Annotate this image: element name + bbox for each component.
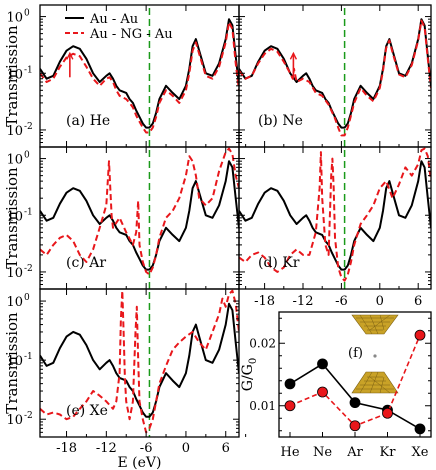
series-au-au-a bbox=[40, 18, 239, 129]
y-tick-label-c: 10 bbox=[6, 209, 23, 224]
series-au-au-b bbox=[239, 18, 431, 129]
x-tick-label-d: -18 bbox=[254, 294, 275, 309]
legend-label-au-au: Au - Au bbox=[89, 12, 138, 27]
series-au-au-e bbox=[40, 302, 239, 418]
panel-b: (b) Ne bbox=[238, 4, 432, 148]
y-tick-label-e: 10 bbox=[6, 295, 23, 310]
series-au-ng-au-a bbox=[40, 21, 239, 134]
series-au-ng-au-c bbox=[40, 147, 239, 276]
panel-label-f: (f) bbox=[348, 346, 363, 361]
legend-label-au-ng-au: Au - NG - Au bbox=[89, 27, 173, 42]
conductance-y-axis-label: G/G0 bbox=[240, 358, 259, 391]
conductance-y-tick-label: 0.02 bbox=[249, 336, 276, 350]
conductance-point-0 bbox=[317, 358, 328, 370]
series-au-ng-au-e bbox=[40, 289, 239, 434]
y-tick-label-a: 10 bbox=[6, 11, 23, 26]
y-tick-label-c: 10 bbox=[6, 266, 23, 281]
x-tick-label-d: -12 bbox=[293, 294, 314, 309]
conductance-point-0 bbox=[349, 397, 361, 409]
conductance-x-tick-label: Kr bbox=[380, 445, 397, 460]
x-tick-label: 6 bbox=[222, 441, 230, 456]
panel-c-curves bbox=[40, 147, 239, 276]
y-tick-exponent-e: 0 bbox=[24, 293, 30, 303]
conductance-line-0 bbox=[289, 362, 421, 430]
x-tick-label-d: 6 bbox=[414, 294, 422, 309]
conductance-y-axis-label-sub: 0 bbox=[248, 358, 259, 364]
conductance-point-1 bbox=[382, 407, 393, 419]
series-au-ng-au-d bbox=[239, 147, 431, 282]
conductance-point-1 bbox=[317, 386, 328, 398]
y-tick-exponent-a: -1 bbox=[24, 65, 33, 75]
x-tick-label: -12 bbox=[96, 441, 117, 456]
y-tick-exponent-e: -2 bbox=[24, 411, 33, 421]
panel-e-curves bbox=[40, 289, 239, 434]
conductance-x-tick-label: Ne bbox=[313, 445, 332, 460]
conductance-frame bbox=[278, 311, 432, 438]
y-tick-exponent-a: 0 bbox=[24, 9, 30, 19]
y-tick-exponent-c: -1 bbox=[24, 207, 33, 217]
conductance-y-tick-label: 0.01 bbox=[249, 399, 276, 413]
y-tick-exponent-c: -2 bbox=[24, 264, 33, 274]
panel-label-c: (c) Ar bbox=[66, 255, 106, 271]
y-tick-label-a: 10 bbox=[6, 124, 23, 139]
panel-c: 10-210-110 0(c) Ar bbox=[6, 146, 247, 290]
conductance-x-tick-label: He bbox=[280, 445, 299, 460]
panel-label-e: (e) Xe bbox=[66, 403, 108, 419]
legend: Au - Au Au - NG - Au bbox=[65, 12, 173, 42]
x-tick-label: 0 bbox=[182, 441, 190, 456]
conductance-point-1 bbox=[284, 400, 296, 412]
y-tick-label-e: 10 bbox=[6, 354, 23, 369]
conductance-x-tick-label: Ar bbox=[346, 445, 363, 460]
panel-label-d: (d) Kr bbox=[258, 255, 300, 271]
conductance-x-tick-label: Xe bbox=[412, 445, 429, 460]
x-tick-label: -18 bbox=[56, 441, 77, 456]
panel-label-b: (b) Ne bbox=[258, 113, 303, 129]
conductance-point-1 bbox=[414, 329, 426, 341]
y-axis-label: Transmission bbox=[3, 312, 21, 414]
molecule-illustration bbox=[351, 314, 399, 394]
x-tick-label-d: -6 bbox=[335, 294, 348, 309]
x-axis-label: E (eV) bbox=[118, 455, 162, 470]
panel-d: (d) Kr bbox=[238, 146, 432, 290]
panel-e: 10-210-110 0(e) Xe bbox=[6, 288, 247, 438]
panel-b-curves bbox=[239, 18, 431, 137]
panel-label-a: (a) He bbox=[66, 113, 110, 129]
y-tick-exponent-a: -2 bbox=[24, 122, 33, 132]
y-tick-exponent-c: 0 bbox=[24, 151, 30, 161]
y-tick-label-e: 10 bbox=[6, 413, 23, 428]
series-au-au-d bbox=[239, 160, 431, 271]
series-au-au-c bbox=[40, 160, 239, 271]
series-au-ng-au-b bbox=[239, 19, 431, 137]
marker-arrow-head-a bbox=[66, 51, 74, 60]
conductance-panel: (f) 0.01 0.02 He Ne Ar Kr Xe G/G0 bbox=[240, 311, 432, 460]
panel-d-curves bbox=[239, 147, 431, 282]
y-axis-label: Transmission bbox=[3, 25, 21, 127]
conductance-point-0 bbox=[284, 378, 296, 390]
x-tick-label-d: 0 bbox=[376, 294, 384, 309]
conductance-point-0 bbox=[414, 423, 426, 435]
marker-arrow-head-b bbox=[289, 51, 298, 60]
y-tick-exponent-e: -1 bbox=[24, 352, 33, 362]
panel-a-curves bbox=[40, 18, 239, 134]
x-tick-label: -6 bbox=[140, 441, 153, 456]
conductance-point-1 bbox=[349, 420, 361, 432]
y-axis-label: Transmission bbox=[3, 167, 21, 269]
y-tick-label-c: 10 bbox=[6, 153, 23, 168]
y-tick-label-a: 10 bbox=[6, 67, 23, 82]
